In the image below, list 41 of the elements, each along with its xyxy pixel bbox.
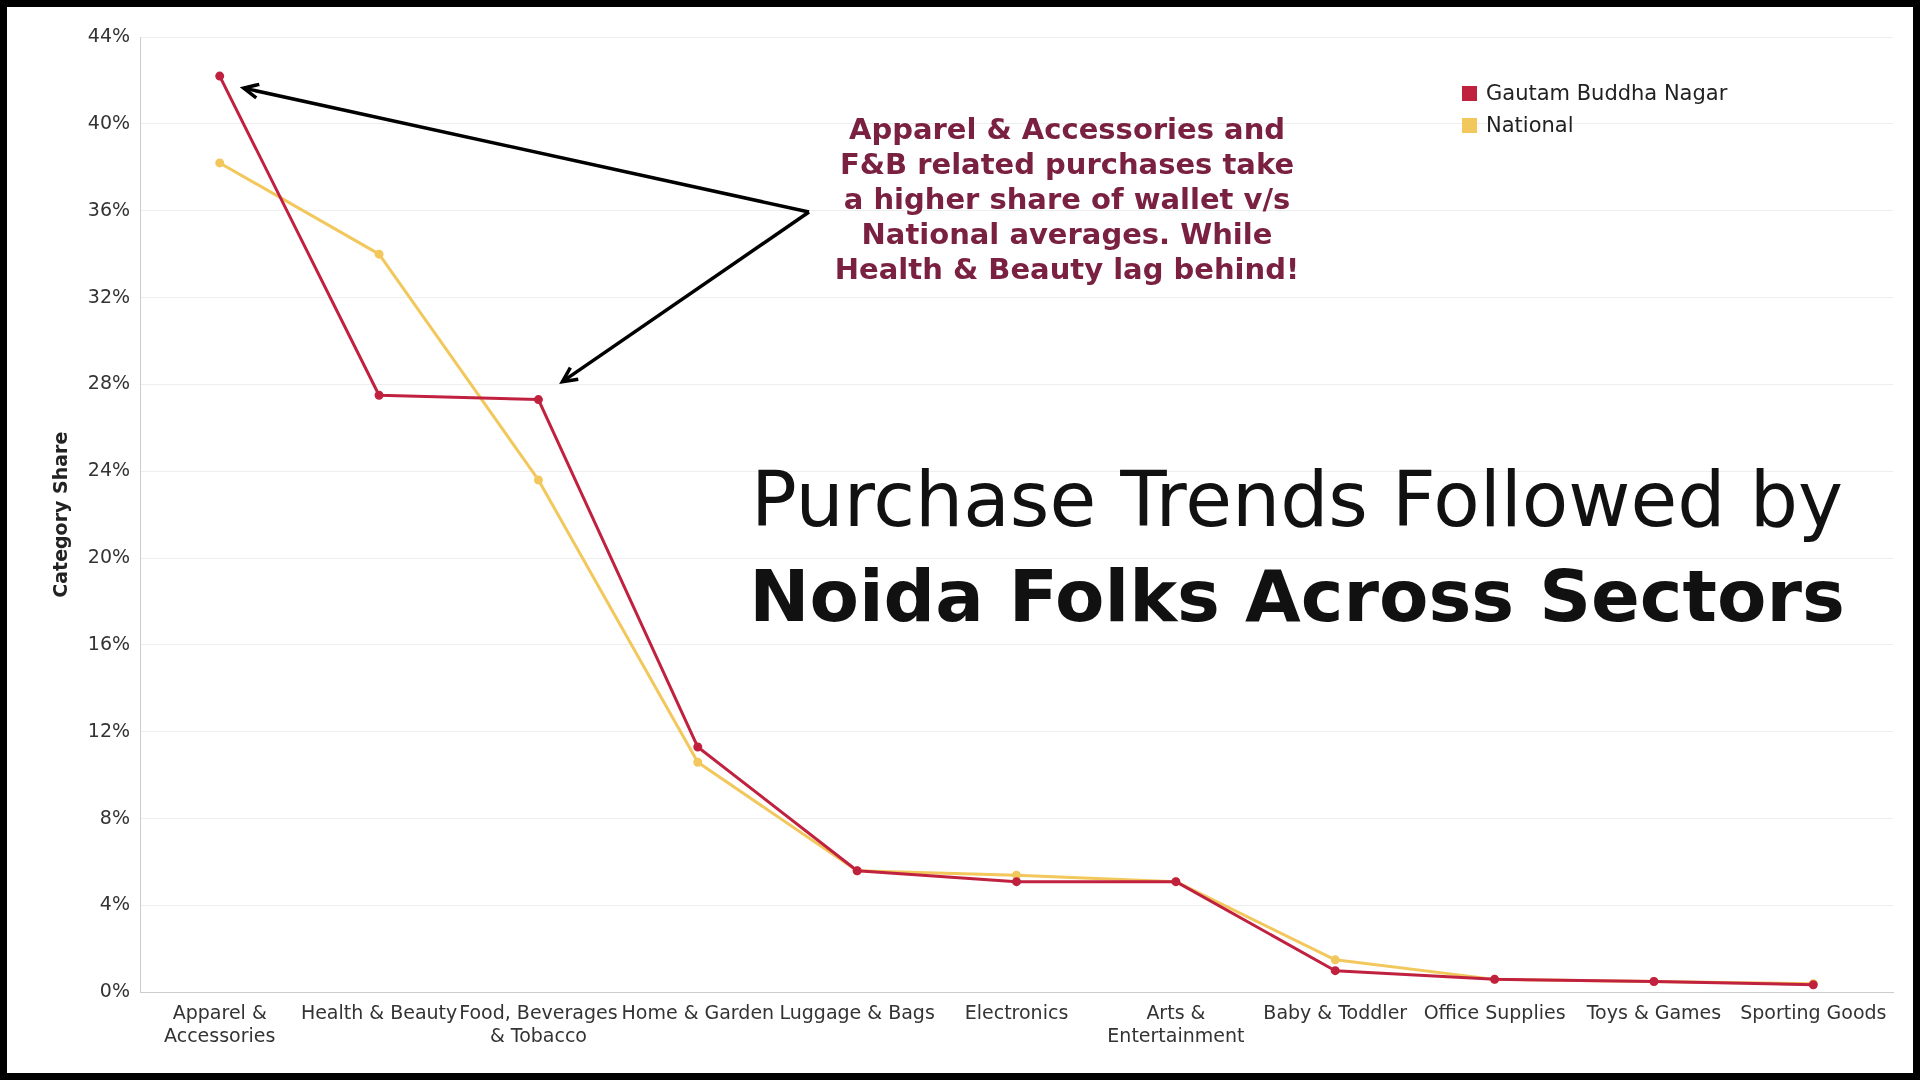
point [1330,955,1340,965]
point [374,390,384,400]
point [215,158,225,168]
x-tick-label: Toys & Games [1585,1000,1722,1023]
point [533,475,543,485]
y-tick-label: 32% [87,284,131,307]
y-tick-label: 24% [87,458,131,481]
y-tick-label: 0% [99,979,131,1002]
y-tick-label: 8% [99,805,131,828]
y-tick-label: 44% [87,23,131,46]
x-tick-label: Health & Beauty [300,1000,458,1023]
y-tick-label: 20% [87,545,131,568]
annotation: Apparel & Accessories and F&B related purchases take a higher share of wallet v/s National averages. While Health & Beauty lag behind! [833,112,1301,287]
y-tick-label: 28% [87,371,131,394]
x-tick-label: Sporting Goods [1740,1000,1887,1023]
legend-label: National [1486,113,1574,137]
x-tick-label: Apparel & Accessories [164,1000,276,1046]
point [1330,966,1340,976]
y-tick-label: 12% [87,718,131,741]
point [1012,877,1022,887]
x-tick-label: Luggage & Bags [779,1000,935,1023]
point [533,395,543,405]
point [215,71,225,81]
y-tick-label: 4% [99,892,131,915]
point [1012,870,1022,880]
y-tick-label: 40% [87,110,131,133]
point [693,757,703,767]
point [693,742,703,752]
x-tick-label: Electronics [964,1000,1069,1023]
y-tick-label: 16% [87,631,131,654]
x-tick-label: Food, Beverages & Tobacco [459,1000,618,1046]
x-tick-label: Arts & Entertainment [1107,1000,1245,1046]
x-tick-label: Office Supplies [1423,1000,1566,1023]
y-tick-label: 36% [87,197,131,220]
legend-label: Gautam Buddha Nagar [1486,81,1728,105]
point [374,249,384,259]
text: Noida Folks Across Sectors [748,553,1846,640]
text: Purchase Trends Followed by [750,454,1844,546]
x-tick-label: Home & Garden [621,1000,775,1023]
y-axis-title: Category Share [49,431,72,598]
x-tick-label: Baby & Toddler [1263,1000,1408,1023]
